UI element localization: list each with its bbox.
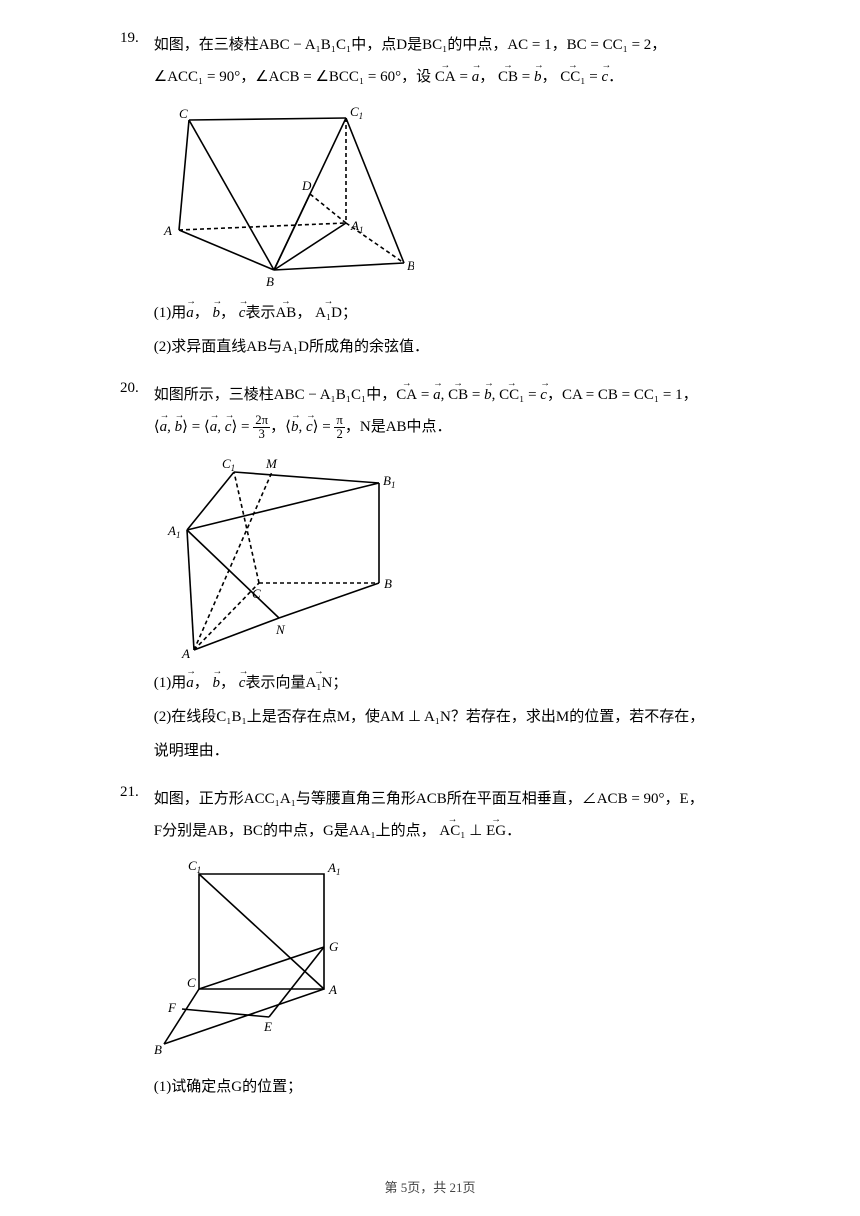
- problem-body: 如图所示，三棱柱ABC − A₁B₁C₁中，CA = a, CB = b, CC…: [154, 380, 754, 766]
- problem-number: 19.: [120, 30, 150, 47]
- svg-text:A: A: [181, 646, 190, 660]
- sub-question: (2)在线段C₁B₁上是否存在点M，使AM ⊥ A₁N？若存在，求出M的位置，若…: [154, 702, 754, 732]
- svg-text:C: C: [187, 975, 196, 990]
- diagram-20: C1 M B1 A1 C B N A: [154, 450, 754, 660]
- svg-text:C: C: [252, 586, 261, 601]
- svg-text:B1: B1: [383, 473, 395, 490]
- svg-text:M: M: [265, 456, 278, 471]
- problem-body: 如图，在三棱柱ABC − A₁B₁C₁中，点D是BC₁的中点，AC = 1，BC…: [154, 30, 754, 362]
- text-line: F分别是AB，BC的中点，G是AA₁上的点， AC₁ ⊥ EG．: [154, 816, 754, 846]
- svg-text:B: B: [384, 576, 392, 591]
- svg-text:A1: A1: [167, 523, 180, 540]
- page-footer: 第 5页，共 21页: [0, 1177, 860, 1196]
- svg-text:E: E: [263, 1019, 272, 1034]
- problem-body: 如图，正方形ACC₁A₁与等腰直角三角形ACB所在平面互相垂直，∠ACB = 9…: [154, 784, 754, 1102]
- svg-text:C: C: [179, 106, 188, 121]
- svg-text:A1: A1: [350, 218, 363, 235]
- diagram-21: C1 A1 G C A F E B: [154, 854, 754, 1064]
- sub-question: 说明理由．: [154, 736, 754, 766]
- svg-text:F: F: [167, 1000, 177, 1015]
- svg-text:D: D: [301, 178, 312, 193]
- svg-text:B1: B1: [407, 258, 414, 275]
- sub-question: (2)求异面直线AB与A₁D所成角的余弦值．: [154, 332, 754, 362]
- sub-question: (1)用a， b， c表示向量A₁N；: [154, 668, 754, 698]
- svg-text:N: N: [275, 622, 286, 637]
- svg-text:C1: C1: [188, 858, 201, 875]
- problem-19: 19. 如图，在三棱柱ABC − A₁B₁C₁中，点D是BC₁的中点，AC = …: [120, 30, 760, 362]
- sub-question: (1)试确定点G的位置；: [154, 1072, 754, 1102]
- diagram-19: C C1 A B A1 B1 D: [154, 100, 754, 290]
- problem-20: 20. 如图所示，三棱柱ABC − A₁B₁C₁中，CA = a, CB = b…: [120, 380, 760, 766]
- sub-question: (1)用a， b， c表示AB， A₁D；: [154, 298, 754, 328]
- svg-text:C1: C1: [350, 104, 363, 121]
- problem-21: 21. 如图，正方形ACC₁A₁与等腰直角三角形ACB所在平面互相垂直，∠ACB…: [120, 784, 760, 1102]
- text-line: ⟨a, b⟩ = ⟨a, c⟩ = 2π3，⟨b, c⟩ = π2，N是AB中点…: [154, 412, 754, 442]
- problem-number: 20.: [120, 380, 150, 397]
- text-line: 如图所示，三棱柱ABC − A₁B₁C₁中，CA = a, CB = b, CC…: [154, 380, 754, 410]
- problem-number: 21.: [120, 784, 150, 801]
- svg-text:C1: C1: [222, 456, 235, 473]
- svg-text:A1: A1: [327, 860, 340, 877]
- svg-text:B: B: [154, 1042, 162, 1057]
- svg-text:A: A: [328, 982, 337, 997]
- svg-text:B: B: [266, 274, 274, 289]
- text-line: ∠ACC₁ = 90°，∠ACB = ∠BCC₁ = 60°，设 CA = a，…: [154, 62, 754, 92]
- svg-text:G: G: [329, 939, 339, 954]
- svg-text:A: A: [163, 223, 172, 238]
